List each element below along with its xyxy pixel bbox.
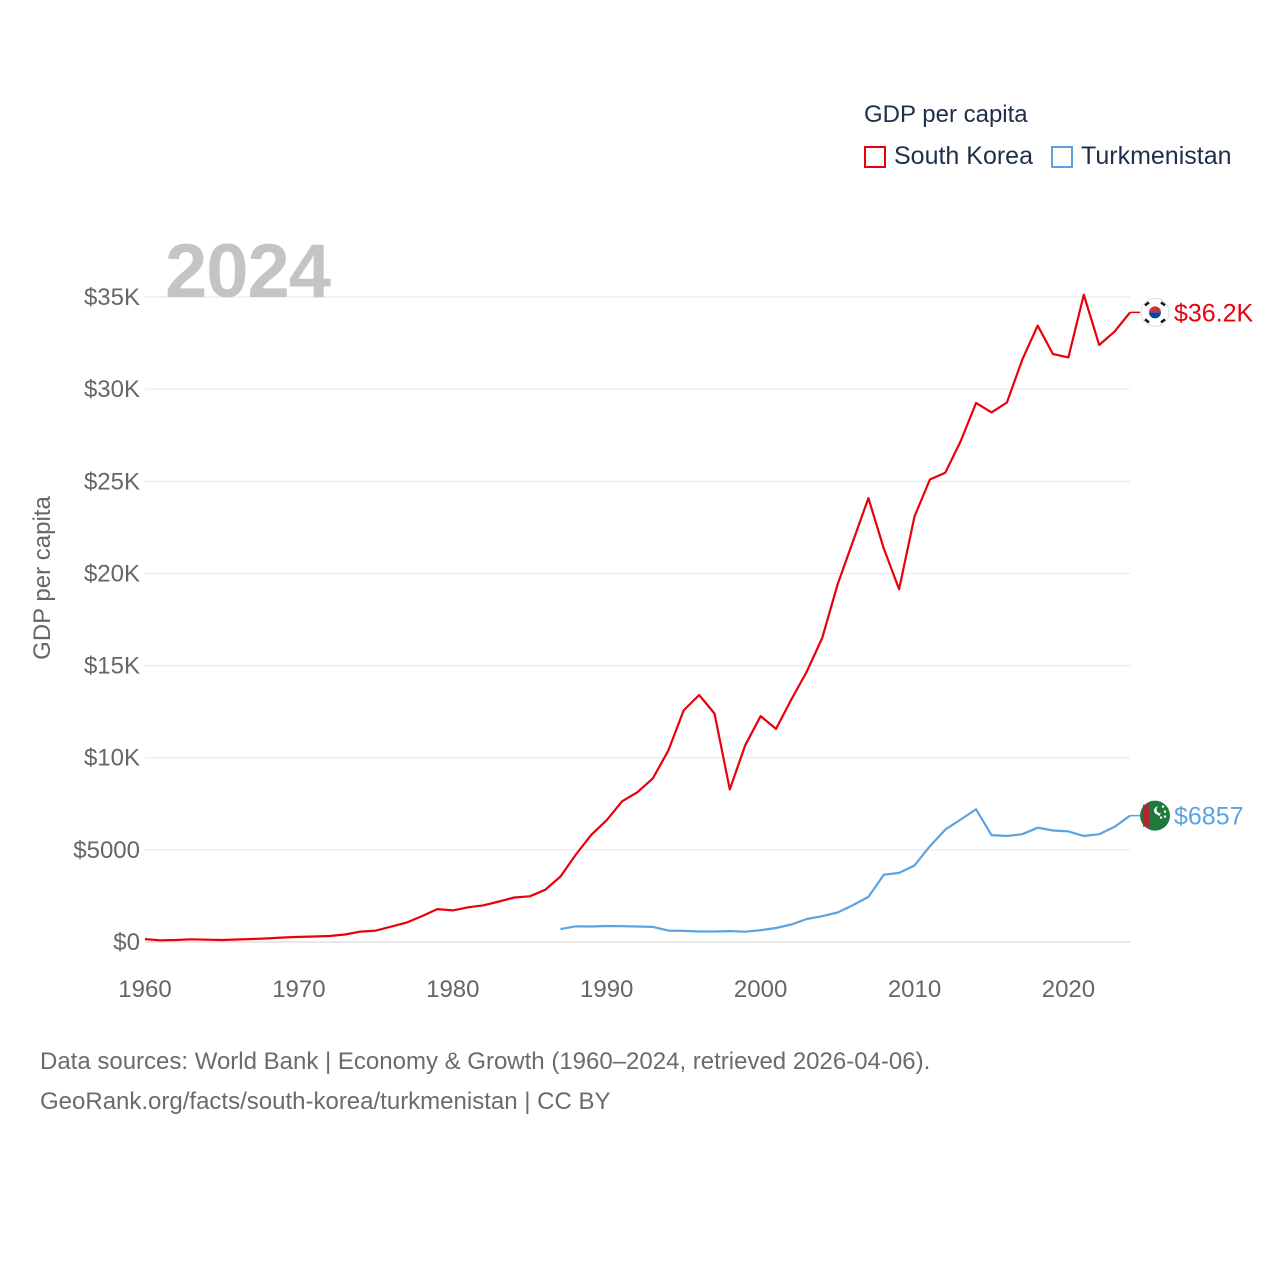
y-tick-label: $30K bbox=[84, 376, 140, 403]
y-tick-label: $5000 bbox=[73, 837, 140, 864]
turkmenistan-flag-icon bbox=[1140, 800, 1170, 831]
x-axis-ticks: 1960 1970 1980 1990 2000 2010 2020 bbox=[118, 976, 1095, 1003]
data-source-text: Data sources: World Bank | Economy & Gro… bbox=[40, 1048, 931, 1075]
legend-label-south-korea: South Korea bbox=[894, 142, 1033, 170]
taegeuk-red bbox=[1149, 306, 1161, 313]
legend-title: GDP per capita bbox=[864, 101, 1028, 128]
end-value-label: $36.2K bbox=[1174, 299, 1254, 327]
y-tick-label: $15K bbox=[84, 653, 140, 680]
legend-item-south-korea[interactable]: South Korea bbox=[864, 142, 1033, 171]
y-axis-ticks: $0 $5000 $10K $15K $20K $25K $30K $35K bbox=[73, 284, 140, 956]
flag-star bbox=[1161, 805, 1165, 808]
legend: South Korea Turkmenistan bbox=[864, 142, 1250, 171]
x-tick-label: 2000 bbox=[734, 976, 787, 1003]
y-tick-label: $20K bbox=[84, 560, 140, 587]
legend-swatch-turkmenistan bbox=[1051, 145, 1073, 168]
series-end-labels: $36.2K $6857 bbox=[1130, 297, 1254, 831]
x-tick-label: 1980 bbox=[426, 976, 479, 1003]
legend-item-turkmenistan[interactable]: Turkmenistan bbox=[1051, 142, 1232, 171]
trigram bbox=[1144, 318, 1150, 324]
x-tick-label: 1990 bbox=[580, 976, 633, 1003]
x-tick-label: 2010 bbox=[888, 976, 941, 1003]
series-lines bbox=[144, 293, 1131, 942]
y-axis-title: GDP per capita bbox=[29, 496, 56, 660]
series-line-south-korea bbox=[144, 293, 1131, 942]
legend-label-turkmenistan: Turkmenistan bbox=[1081, 142, 1232, 170]
flag-star bbox=[1163, 815, 1167, 818]
x-tick-label: 1970 bbox=[272, 976, 325, 1003]
year-label: 2024 bbox=[165, 229, 331, 314]
trigram bbox=[1160, 318, 1166, 324]
y-tick-label: $0 bbox=[113, 929, 140, 956]
flag-star bbox=[1163, 810, 1167, 813]
taegeuk-blue bbox=[1149, 312, 1161, 319]
trigram bbox=[1144, 301, 1150, 307]
flag-carpet-stripe bbox=[1143, 804, 1149, 827]
end-value-label: $6857 bbox=[1174, 803, 1244, 831]
flag-crescent-cut bbox=[1156, 806, 1164, 814]
trigram bbox=[1160, 301, 1166, 307]
y-tick-label: $35K bbox=[84, 284, 140, 311]
footer: Data sources: World Bank | Economy & Gro… bbox=[40, 1042, 930, 1122]
attribution-link[interactable]: GeoRank.org/facts/south-korea/turkmenist… bbox=[40, 1088, 611, 1115]
gridlines bbox=[145, 296, 1130, 943]
legend-swatch-south-korea bbox=[864, 145, 886, 168]
x-tick-label: 1960 bbox=[118, 976, 171, 1003]
y-tick-label: $10K bbox=[84, 745, 140, 772]
y-tick-label: $25K bbox=[84, 468, 140, 495]
x-tick-label: 2020 bbox=[1042, 976, 1095, 1003]
flag-star bbox=[1159, 816, 1163, 819]
series-line-turkmenistan bbox=[560, 808, 1131, 933]
flag-star bbox=[1157, 813, 1161, 816]
south-korea-flag-icon bbox=[1140, 297, 1170, 327]
